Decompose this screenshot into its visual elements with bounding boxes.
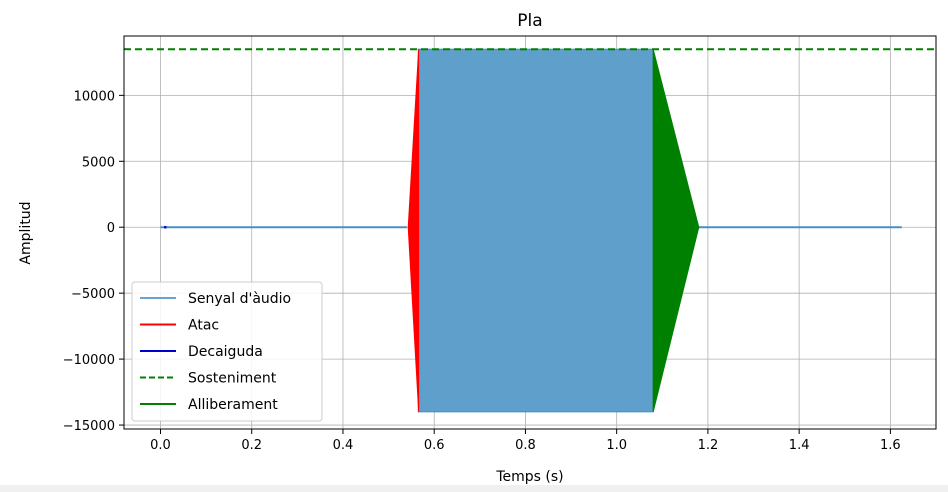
chart-title: Pla [517,11,542,31]
legend-item: Atac [140,318,219,334]
legend-item: Senyal d'àudio [140,291,291,307]
series-fill [417,48,654,413]
legend-label: Decaiguda [188,344,263,360]
series-atac [407,49,420,412]
y-tick-label: 5000 [82,155,115,170]
legend-label: Alliberament [188,397,278,413]
x-tick-label: 0.0 [150,438,171,453]
legend-item: Sosteniment [140,371,277,387]
legend-label: Sosteniment [188,371,277,387]
y-axis-label: Amplitud [18,201,34,264]
y-tick-label: −5000 [71,287,115,302]
x-tick-label: 0.8 [515,438,536,453]
series-alliberament [652,49,700,412]
x-tick-label: 0.2 [241,438,262,453]
x-tick-label: 1.4 [789,438,810,453]
legend-label: Senyal d'àudio [188,291,291,307]
x-tick-label: 1.6 [880,438,901,453]
ticks-layer: 0.0 0.2 0.4 0.6 0.8 1.0 1.2 1.4 1.6 10000 5000 0 −50… [63,89,901,453]
x-axis-label: Temps (s) [495,469,563,485]
plot-frame [123,35,937,430]
series-envelope [407,49,420,412]
series-envelope [652,49,700,412]
x-tick-label: 1.2 [698,438,719,453]
legend-item: Alliberament [140,397,278,413]
y-tick-label: 0 [107,221,115,236]
x-tick-label: 0.4 [333,438,354,453]
x-tick-label: 1.0 [606,438,627,453]
y-tick-label: −15000 [63,419,115,434]
x-tick-label: 0.6 [424,438,445,453]
data-layer [124,48,936,413]
y-tick-label: 10000 [74,89,115,104]
legend-item: Decaiguda [140,344,263,360]
legend: Senyal d'àudio Atac Decaiguda Sosteniment Al… [131,281,323,422]
legend-box [131,281,323,422]
y-tick-label: −10000 [63,353,115,368]
legend-label: Atac [188,318,219,334]
